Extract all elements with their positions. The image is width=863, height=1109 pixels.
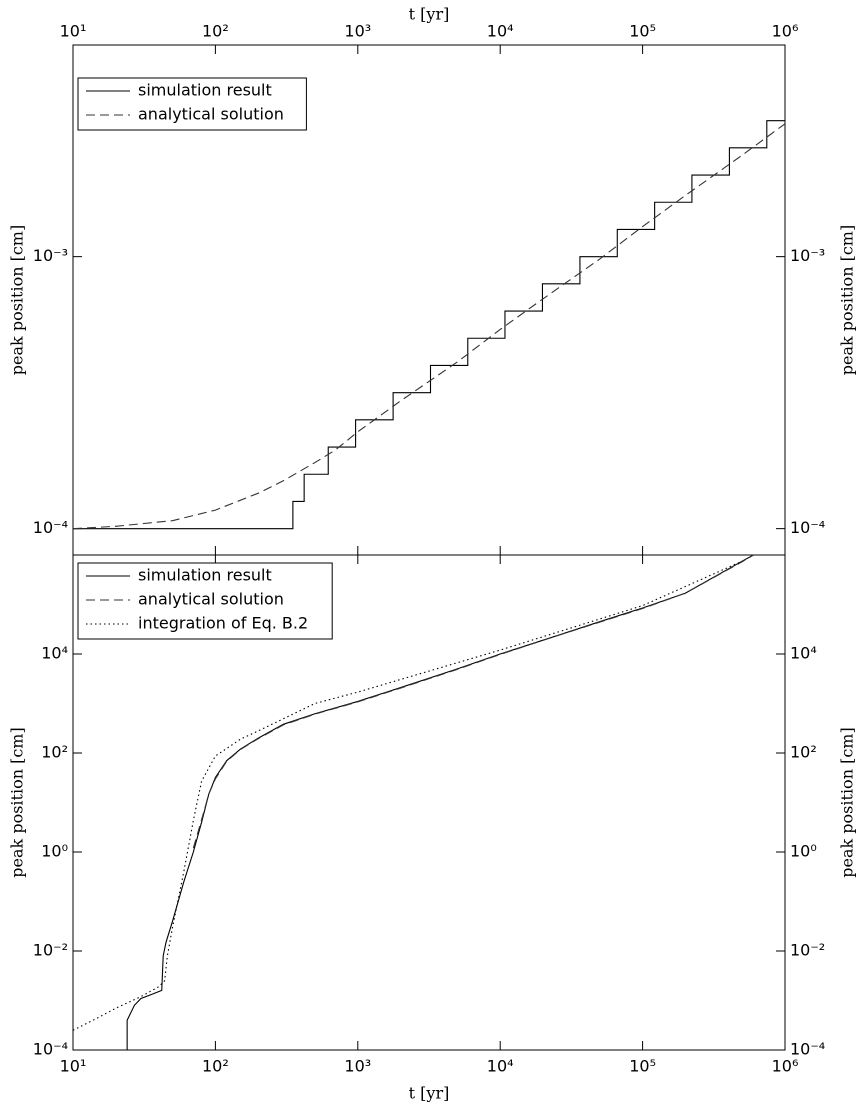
x-axis-label: t [yr] <box>409 1084 450 1103</box>
x-tick-label: 10⁵ <box>629 1057 656 1076</box>
x-tick-label: 10⁶ <box>772 1057 799 1076</box>
x-tick-label: 10² <box>202 1057 229 1076</box>
legend-label: simulation result <box>138 566 272 585</box>
y-tick-label: 10⁴ <box>41 644 68 663</box>
x-axis-label: t [yr] <box>409 5 450 24</box>
y-tick-label: 10⁰ <box>41 842 68 861</box>
legend-label: analytical solution <box>138 590 284 609</box>
series-line <box>73 120 785 530</box>
x-tick-label: 10³ <box>344 22 371 41</box>
y-tick-label: 10² <box>41 743 68 762</box>
y-tick-label-right: 10⁻⁴ <box>790 1040 825 1059</box>
x-tick-label: 10⁴ <box>487 1057 514 1076</box>
y-axis-label-right: peak position [cm] <box>838 727 857 877</box>
y-tick-label-right: 10⁻³ <box>790 246 825 265</box>
x-tick-label: 10² <box>202 22 229 41</box>
x-tick-label: 10³ <box>344 1057 371 1076</box>
series-line <box>73 123 785 530</box>
series-line <box>192 555 754 849</box>
y-tick-label: 10⁻⁴ <box>33 1040 68 1059</box>
x-tick-label: 10¹ <box>60 1057 87 1076</box>
x-tick-label: 10⁵ <box>629 22 656 41</box>
x-tick-label: 10⁶ <box>772 22 799 41</box>
legend-label: simulation result <box>138 81 272 100</box>
y-tick-label-right: 10⁻² <box>790 941 825 960</box>
y-axis-label: peak position [cm] <box>8 225 27 375</box>
y-axis-label-right: peak position [cm] <box>838 225 857 375</box>
y-tick-label: 10⁻⁴ <box>33 518 68 537</box>
plot-frame <box>72 554 786 1051</box>
y-tick-label: 10⁻² <box>33 941 68 960</box>
panel: 10¹ 10² 10³ 10⁴ 10⁵ 10⁶ 10⁻⁴ 10⁻⁴ 10⁻³ 10⁻³ t [yr]… <box>8 5 857 556</box>
legend-label: integration of Eq. B.2 <box>138 614 308 633</box>
legend-label: analytical solution <box>138 105 284 124</box>
y-tick-label: 10⁻³ <box>33 246 68 265</box>
y-tick-label-right: 10⁻⁴ <box>790 518 825 537</box>
y-tick-label-right: 10² <box>790 743 817 762</box>
x-tick-label: 10⁴ <box>487 22 514 41</box>
y-tick-label-right: 10⁴ <box>790 644 817 663</box>
y-axis-label: peak position [cm] <box>8 727 27 877</box>
legend-box <box>77 77 307 131</box>
y-tick-label-right: 10⁰ <box>790 842 817 861</box>
x-tick-label: 10¹ <box>60 22 87 41</box>
